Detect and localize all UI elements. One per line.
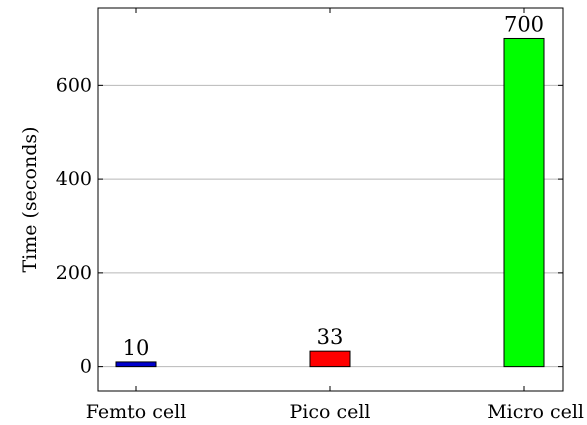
y-tick-label: 0 — [80, 356, 92, 378]
y-axis-label: Time (seconds) — [19, 126, 41, 272]
y-tick-label: 200 — [56, 262, 92, 284]
x-axis-ticks: Femto cell Pico cell Micro cell — [86, 8, 584, 423]
y-tick-label: 400 — [56, 168, 92, 190]
data-labels: 10 33 700 — [123, 12, 544, 359]
y-tick-label: 600 — [56, 74, 92, 96]
bars — [115, 37, 545, 368]
y-axis-ticks: 0 200 400 600 — [56, 74, 563, 378]
x-tick-label: Femto cell — [86, 401, 187, 423]
bar-micro-cell — [503, 37, 545, 368]
data-label: 33 — [317, 325, 344, 349]
x-tick-label: Pico cell — [289, 401, 370, 423]
bar-pico-cell — [309, 350, 351, 368]
bar-femto-cell — [115, 361, 157, 368]
x-tick-label: Micro cell — [487, 401, 584, 423]
data-label: 10 — [123, 336, 150, 360]
data-label: 700 — [504, 12, 544, 36]
